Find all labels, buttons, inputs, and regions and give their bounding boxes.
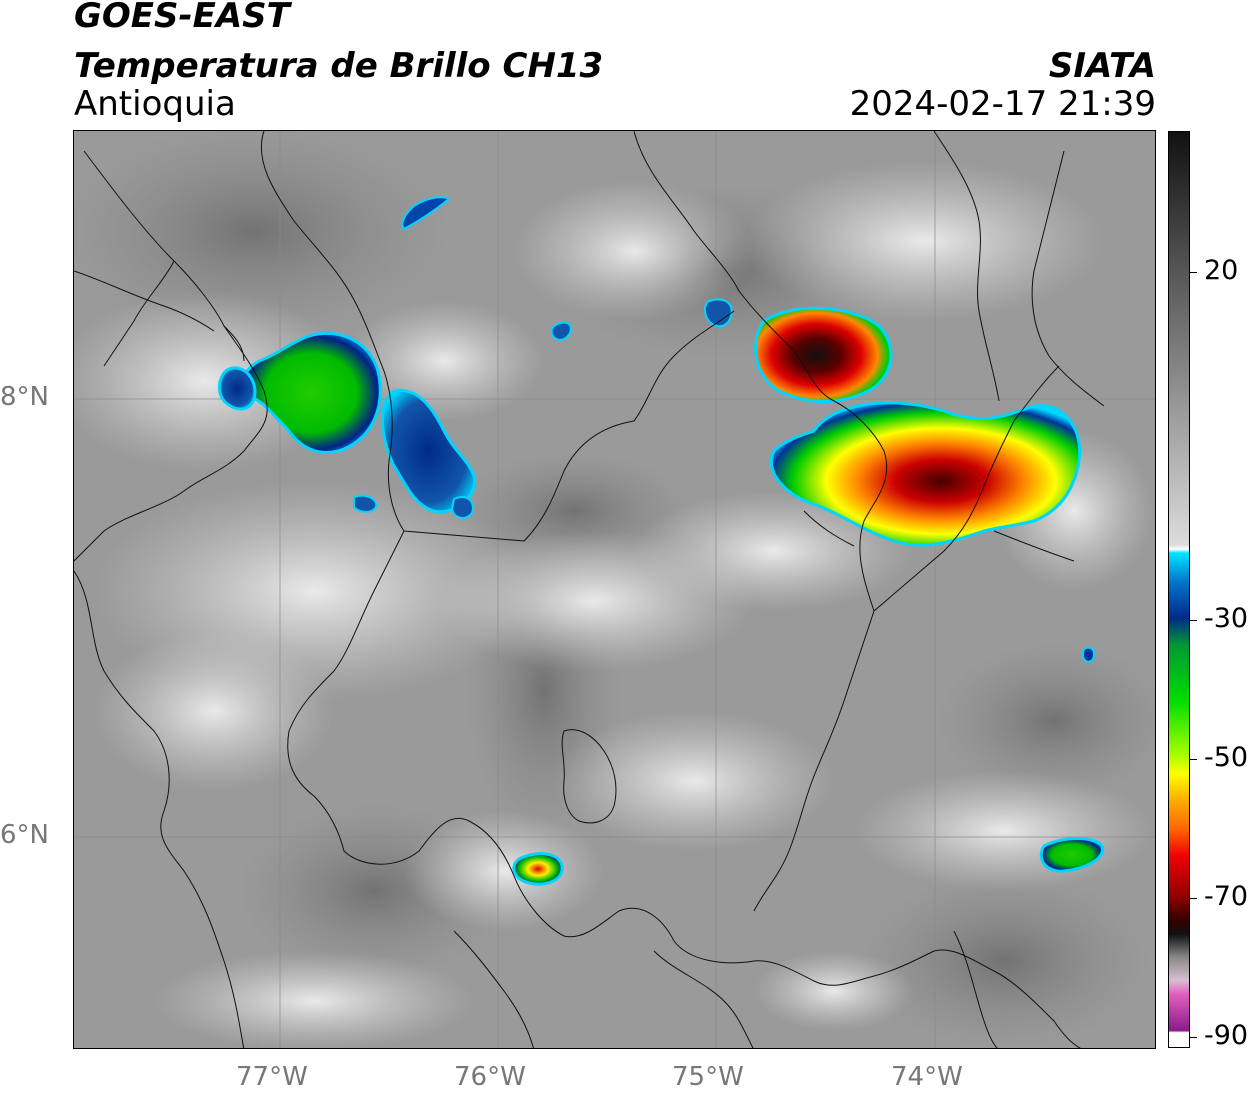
colorbar-label-minus90: -90	[1204, 1020, 1249, 1051]
colorbar-label-minus70: -70	[1204, 881, 1249, 912]
colorbar-svg	[1169, 132, 1189, 1047]
lon-label-74w: 74°W	[891, 1062, 963, 1092]
datetime-label: 2024-02-17 21:39	[849, 84, 1156, 124]
lon-label-76w: 76°W	[454, 1062, 526, 1092]
lat-label-6n: 6°N	[0, 820, 49, 850]
colorbar-label-minus30: -30	[1204, 603, 1249, 634]
product-title: Temperatura de Brillo CH13	[74, 46, 604, 86]
colorbar-label-20: 20	[1204, 255, 1239, 286]
colorbar-tick	[1190, 272, 1197, 273]
lat-label-8n: 8°N	[0, 382, 49, 412]
lon-label-77w: 77°W	[236, 1062, 308, 1092]
boundaries	[74, 131, 1105, 1048]
colorbar-label-minus50: -50	[1204, 742, 1249, 773]
map-svg	[74, 131, 1155, 1048]
convective-cells	[217, 196, 1104, 886]
region-label: Antioquia	[74, 84, 236, 124]
colorbar-tick	[1190, 620, 1197, 621]
satellite-title: GOES-EAST	[74, 0, 290, 36]
colorbar	[1168, 131, 1190, 1048]
colorbar-gradient	[1169, 132, 1189, 1047]
colorbar-tick	[1190, 1037, 1197, 1038]
agency-label: SIATA	[1048, 46, 1156, 86]
colorbar-tick	[1190, 759, 1197, 760]
lon-label-75w: 75°W	[672, 1062, 744, 1092]
colorbar-tick	[1190, 898, 1197, 899]
satellite-map[interactable]	[73, 130, 1156, 1049]
